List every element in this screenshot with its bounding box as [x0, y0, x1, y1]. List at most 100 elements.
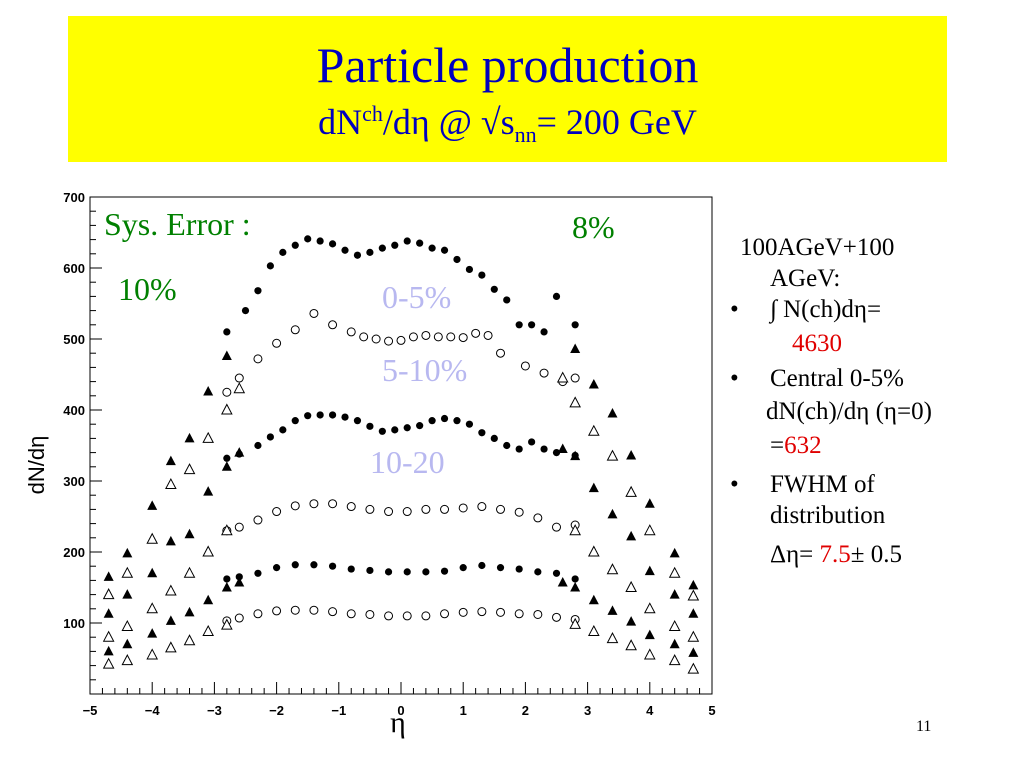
data-point [353, 251, 362, 259]
data-point [366, 248, 374, 256]
data-point [428, 417, 436, 425]
data-point [222, 387, 232, 397]
central-text: Central 0-5% [770, 365, 904, 392]
centrality-0-5-label: 0-5% [382, 279, 452, 315]
subtitle-part-a: dN [318, 102, 363, 142]
data-point [607, 605, 618, 615]
data-point [121, 619, 134, 632]
subtitle-sup: ch [362, 101, 383, 126]
fwhm-suffix: ± 0.5 [850, 541, 902, 568]
data-point [341, 246, 349, 254]
data-point [571, 575, 579, 583]
data-point [102, 657, 115, 669]
data-point [453, 417, 461, 425]
data-point [440, 567, 449, 575]
slide-title: Particle production [316, 37, 699, 93]
data-point [569, 617, 581, 629]
data-point [606, 563, 619, 575]
data-point [353, 417, 362, 425]
fwhm-prefix: Δη= [770, 541, 820, 568]
data-point [365, 609, 375, 619]
data-point [316, 237, 324, 245]
data-point [234, 373, 244, 383]
data-point [221, 618, 233, 630]
data-point [421, 504, 431, 514]
data-point [588, 378, 599, 389]
data-point [266, 262, 274, 270]
data-point [556, 371, 569, 383]
data-point [290, 325, 300, 335]
data-point [668, 654, 681, 666]
data-point [290, 605, 300, 615]
central-equals: = [770, 432, 785, 459]
data-point [378, 244, 386, 252]
data-point [496, 348, 506, 358]
data-point [515, 565, 523, 573]
data-point [477, 607, 487, 617]
data-point [391, 241, 399, 249]
data-point [668, 619, 681, 632]
data-point [534, 568, 542, 576]
data-point [347, 565, 355, 573]
data-point [223, 328, 231, 336]
x-axis-label: η [390, 706, 406, 739]
data-point [328, 320, 338, 330]
data-point [570, 450, 581, 461]
data-point [669, 547, 680, 558]
data-point [203, 486, 214, 496]
data-point [606, 449, 619, 461]
x-tick-label: −5 [83, 703, 98, 718]
data-point [346, 502, 356, 512]
data-point [279, 248, 287, 256]
data-point [241, 307, 250, 315]
data-point [203, 594, 214, 605]
data-point [378, 427, 386, 435]
data-point [309, 499, 319, 509]
data-point [446, 332, 456, 342]
data-point [478, 429, 486, 437]
data-point [515, 445, 523, 453]
data-point [384, 336, 394, 346]
data-point [421, 611, 431, 621]
data-point [643, 602, 656, 614]
data-point [687, 589, 700, 601]
data-point [253, 609, 263, 619]
x-tick-label: −2 [269, 703, 284, 718]
data-point [458, 333, 468, 343]
data-point [384, 507, 394, 517]
data-point [571, 321, 579, 329]
data-point [328, 562, 337, 570]
data-point [416, 422, 424, 430]
data-point [221, 582, 232, 592]
data-point [202, 431, 215, 443]
data-point [384, 611, 394, 621]
data-point [587, 624, 600, 637]
data-marks [102, 235, 700, 674]
data-point [644, 629, 655, 640]
data-point [328, 499, 338, 509]
data-point [359, 332, 369, 342]
y-tick-label: 500 [63, 332, 85, 347]
x-tick-label: −1 [331, 703, 346, 718]
data-point [147, 628, 158, 638]
integral-value: 4630 [792, 330, 842, 357]
central-value-line: =632 [730, 430, 1020, 461]
data-point [102, 588, 115, 600]
data-point [103, 571, 114, 581]
data-point [122, 547, 133, 558]
data-point [183, 463, 196, 475]
data-point [121, 654, 134, 666]
data-point [223, 454, 231, 462]
data-point [644, 498, 655, 508]
data-point [235, 573, 243, 581]
page-number: 11 [916, 718, 932, 735]
data-point [552, 449, 561, 457]
data-point [644, 565, 655, 576]
fwhm-value-line: Δη= 7.5± 0.5 [730, 539, 1020, 570]
data-point [103, 608, 114, 618]
data-point [346, 609, 356, 619]
data-point [103, 645, 114, 656]
sys-error-label: Sys. Error : [104, 206, 251, 242]
data-point [459, 564, 467, 572]
